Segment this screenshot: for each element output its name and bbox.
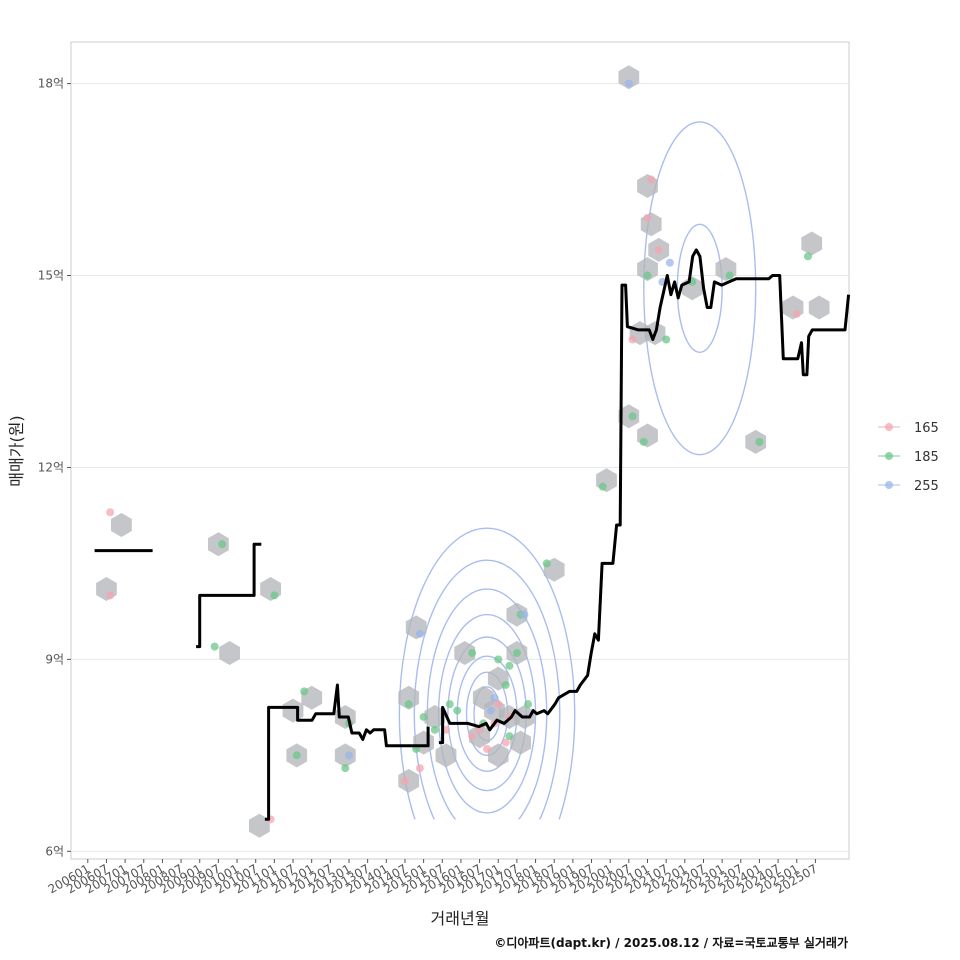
legend-key-dot [885,423,893,431]
point-165 [106,591,115,600]
trend-line-segment [438,248,851,745]
y-tick-label: 6억 [45,844,64,858]
density-contour [643,121,757,456]
density-contour [413,559,561,820]
point-185 [300,687,309,696]
hexbin [808,295,830,320]
y-axis-title: 매매가(원) [7,415,26,486]
hexbin [454,641,476,665]
hexbin [637,257,658,282]
hexbin [435,743,457,768]
point-185 [628,412,637,421]
y-tick-label: 12억 [38,460,64,474]
point-185 [430,725,439,734]
hexbin [618,65,640,90]
point-165 [415,764,424,773]
source-caption: ©디아파트(dapt.kr) / 2025.08.12 / 자료=국토교통부 실… [494,935,848,950]
y-tick-label: 15억 [38,269,64,283]
point-185 [505,661,514,670]
point-185 [270,591,279,600]
point-185 [453,706,462,715]
point-185 [803,252,812,261]
legend-key-dot [885,452,893,460]
point-165 [654,245,663,254]
hexbin [510,730,531,755]
point-165 [647,175,656,184]
point-185 [218,540,227,549]
point-185 [468,648,477,657]
point-255 [486,706,495,715]
legend-label: 185 [914,450,939,465]
point-165 [106,508,115,517]
point-165 [483,744,492,753]
point-165 [792,309,801,318]
hexbin [249,813,270,838]
point-185 [404,700,413,709]
legend: 165 185 255 [878,421,939,494]
point-165 [628,335,637,344]
point-185 [505,732,514,741]
point-185 [512,648,521,657]
trend-line-segment [196,542,262,649]
point-185 [524,700,533,709]
hexbin [469,724,490,749]
point-165 [468,732,477,741]
point-255 [490,693,499,702]
point-185 [598,482,607,491]
x-axis-title: 거래년월 [431,909,490,928]
point-255 [415,629,424,638]
y-tick-label: 18억 [38,77,64,91]
point-255 [344,751,353,760]
density-contour [398,527,576,820]
hexbin [487,743,509,768]
point-185 [419,712,428,721]
point-185 [501,680,510,689]
point-255 [665,258,674,267]
point-165 [400,776,409,785]
point-185 [755,437,764,446]
point-185 [341,764,350,773]
trend-line [94,248,851,821]
hexbin [801,231,823,256]
point-185 [445,700,454,709]
hexbin [111,513,132,537]
point-185 [639,437,648,446]
point-185 [725,271,734,280]
point-165 [501,738,510,747]
legend-label: 255 [914,479,939,494]
legend-key-dot [885,481,893,489]
legend-label: 165 [914,421,939,436]
y-tick-label: 9억 [45,652,64,666]
x-axis-ticks: 2006012006072007012007072008012008072009… [46,859,820,897]
hexbin [219,641,240,665]
point-185 [210,642,219,651]
point-255 [520,610,529,619]
y-axis-ticks: 6억 9억 12억 15억 18억 [38,77,71,858]
point-165 [494,700,503,709]
point-185 [542,559,551,568]
point-165 [643,213,652,222]
point-185 [643,271,652,280]
hexbin [398,685,420,710]
hexbin [424,705,446,729]
point-185 [494,655,503,664]
point-185 [662,335,671,344]
point-255 [624,79,633,88]
trend-line-segment [264,683,430,821]
point-185 [292,751,301,760]
